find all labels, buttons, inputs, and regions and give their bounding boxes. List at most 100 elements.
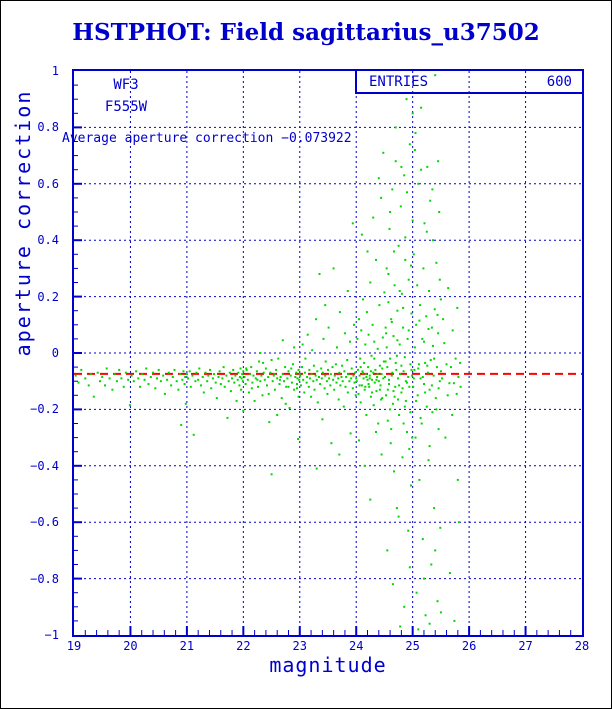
data-point: [343, 332, 346, 335]
data-point: [357, 392, 360, 395]
data-point: [364, 385, 367, 388]
data-point: [251, 381, 254, 384]
data-point: [406, 431, 408, 433]
data-point: [360, 233, 363, 236]
data-point: [405, 98, 408, 101]
data-point: [252, 374, 255, 377]
data-point: [171, 376, 174, 378]
data-point: [395, 354, 398, 357]
data-point: [315, 467, 318, 470]
data-point: [316, 401, 319, 404]
data-point: [96, 371, 99, 374]
data-point: [157, 368, 160, 371]
data-point: [380, 373, 383, 376]
data-point: [434, 549, 437, 552]
data-point: [352, 374, 355, 377]
data-point: [254, 377, 257, 380]
data-point: [290, 367, 293, 370]
data-point: [179, 373, 182, 376]
x-tick-label: 20: [123, 639, 138, 653]
data-point: [450, 366, 452, 369]
data-point: [413, 346, 416, 349]
data-point: [391, 402, 394, 405]
data-point: [384, 376, 386, 378]
data-point: [338, 311, 341, 314]
data-point: [455, 392, 458, 395]
data-point: [385, 346, 388, 349]
data-point: [237, 371, 240, 374]
data-point: [367, 366, 370, 369]
data-point: [459, 361, 462, 364]
data-point: [393, 470, 395, 473]
data-point: [259, 380, 262, 383]
data-point: [298, 378, 301, 381]
data-point: [349, 340, 351, 343]
data-point: [182, 370, 185, 373]
data-point: [210, 387, 213, 390]
data-point: [239, 367, 242, 370]
data-point: [428, 445, 431, 448]
data-point: [399, 373, 402, 376]
data-point: [411, 112, 414, 115]
data-point: [248, 391, 250, 394]
data-point: [362, 298, 364, 301]
data-point: [320, 377, 323, 380]
data-point: [87, 384, 90, 387]
data-point: [408, 566, 411, 569]
data-point: [399, 205, 402, 208]
data-point: [372, 371, 375, 374]
data-point: [425, 230, 428, 233]
data-point: [410, 312, 413, 315]
data-point: [400, 292, 403, 295]
data-point: [437, 332, 440, 335]
data-point: [436, 600, 439, 603]
data-point: [333, 374, 336, 377]
data-point: [312, 380, 315, 383]
data-point: [234, 374, 237, 377]
data-point: [306, 376, 309, 378]
data-point: [389, 408, 392, 411]
data-point: [403, 405, 406, 408]
data-point: [438, 380, 441, 383]
data-point: [437, 387, 440, 390]
data-point: [311, 349, 314, 352]
data-point: [441, 377, 443, 380]
data-point: [260, 374, 263, 377]
data-point: [338, 371, 341, 374]
data-point: [149, 376, 152, 378]
data-point: [398, 343, 401, 346]
data-point: [105, 367, 108, 370]
data-point: [353, 323, 355, 326]
data-point: [290, 381, 293, 384]
data-point: [306, 333, 309, 336]
x-tick-label: 24: [348, 639, 364, 653]
data-point: [398, 384, 401, 387]
data-point: [267, 392, 270, 395]
data-point: [400, 391, 403, 394]
data-point: [287, 385, 290, 388]
data-point: [430, 384, 433, 387]
data-point: [375, 258, 377, 261]
data-point: [427, 328, 430, 330]
data-point: [281, 373, 284, 376]
data-point: [369, 395, 372, 398]
data-point: [255, 370, 258, 373]
data-point: [250, 366, 253, 369]
data-point: [364, 343, 367, 346]
data-point: [206, 380, 209, 383]
data-point: [380, 196, 383, 199]
data-point: [456, 306, 459, 309]
data-point: [446, 394, 449, 397]
data-point: [297, 368, 300, 371]
data-point: [177, 388, 180, 391]
data-point: [213, 373, 215, 376]
data-point: [259, 352, 262, 354]
data-point: [379, 384, 382, 387]
data-point: [412, 377, 415, 380]
data-point: [236, 378, 239, 381]
data-point: [390, 321, 393, 323]
data-point: [297, 395, 300, 398]
data-point: [338, 453, 341, 456]
x-tick-label: 27: [518, 639, 533, 653]
data-point: [350, 367, 353, 370]
